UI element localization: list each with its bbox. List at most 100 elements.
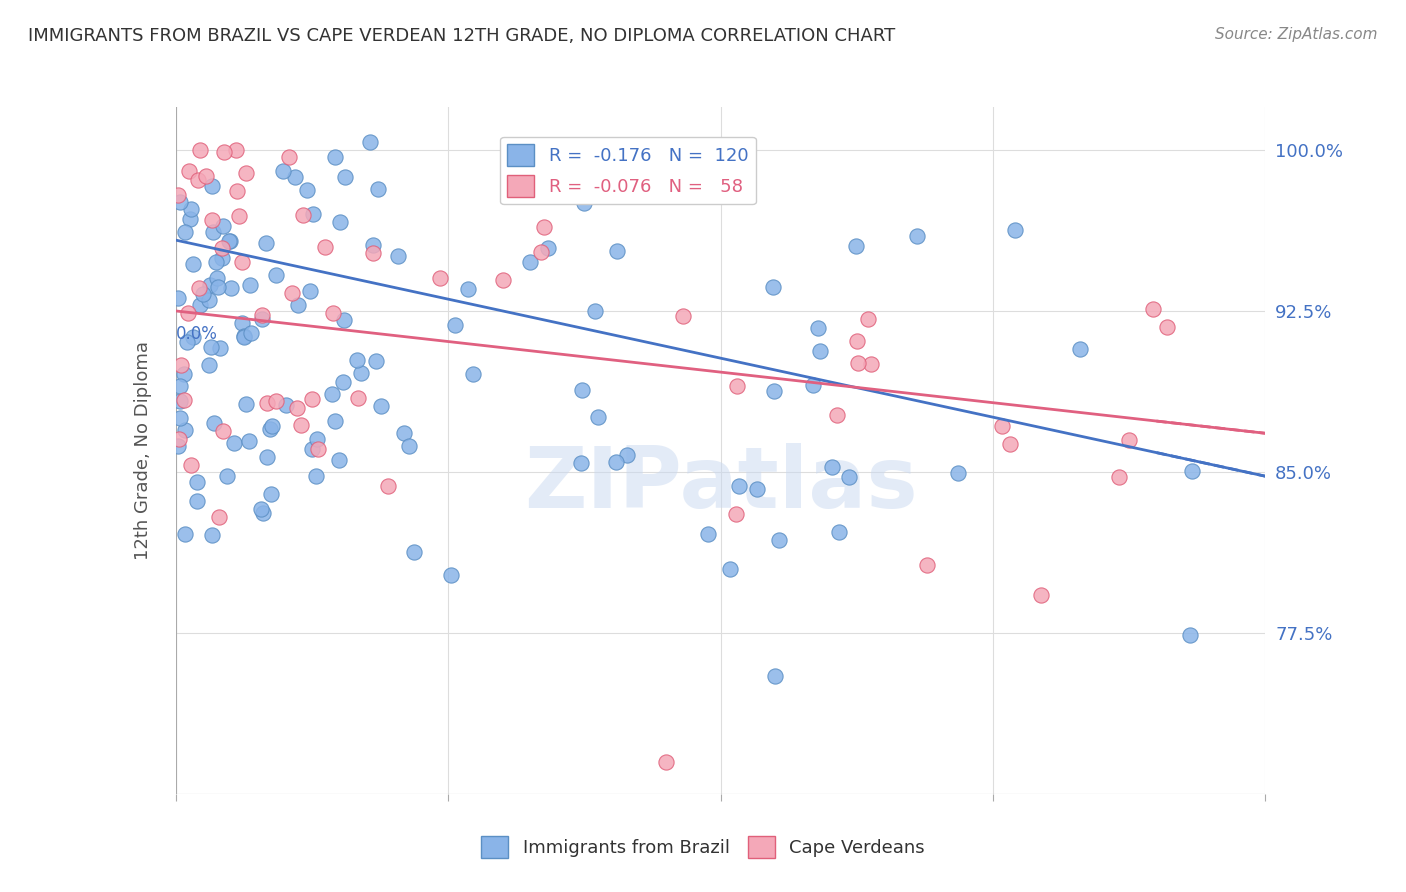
Immigrants from Brazil — [262, 419, 284, 434]
Cape Verdeans — [314, 240, 336, 254]
Cape Verdeans — [347, 391, 370, 405]
Cape Verdeans — [530, 244, 553, 259]
Immigrants from Brazil — [392, 425, 415, 440]
Cape Verdeans — [167, 188, 190, 202]
Immigrants from Brazil — [252, 506, 274, 520]
Cape Verdeans — [291, 208, 314, 222]
Immigrants from Brazil — [169, 379, 191, 393]
Immigrants from Brazil — [335, 169, 357, 184]
Immigrants from Brazil — [167, 291, 190, 305]
Immigrants from Brazil — [173, 527, 195, 541]
Immigrants from Brazil — [366, 354, 388, 368]
Immigrants from Brazil — [329, 215, 352, 229]
Immigrants from Brazil — [205, 271, 228, 285]
Cape Verdeans — [194, 169, 217, 184]
Immigrants from Brazil — [307, 432, 329, 446]
Cape Verdeans — [278, 150, 301, 164]
Immigrants from Brazil — [188, 298, 211, 312]
Immigrants from Brazil — [801, 378, 824, 392]
Immigrants from Brazil — [201, 179, 224, 194]
Immigrants from Brazil — [845, 238, 868, 252]
Cape Verdeans — [228, 209, 250, 223]
Cape Verdeans — [235, 165, 257, 179]
Immigrants from Brazil — [718, 562, 741, 576]
Cape Verdeans — [231, 254, 253, 268]
Immigrants from Brazil — [201, 528, 224, 542]
Cape Verdeans — [290, 417, 312, 432]
Legend: Immigrants from Brazil, Cape Verdeans: Immigrants from Brazil, Cape Verdeans — [474, 829, 932, 865]
Immigrants from Brazil — [239, 278, 262, 293]
Immigrants from Brazil — [254, 235, 277, 250]
Immigrants from Brazil — [440, 567, 463, 582]
Immigrants from Brazil — [169, 410, 191, 425]
Immigrants from Brazil — [728, 479, 751, 493]
Immigrants from Brazil — [284, 169, 307, 184]
Immigrants from Brazil — [605, 455, 627, 469]
Immigrants from Brazil — [202, 416, 225, 430]
Immigrants from Brazil — [807, 321, 830, 335]
Cape Verdeans — [188, 281, 211, 295]
Immigrants from Brazil — [323, 414, 346, 428]
Cape Verdeans — [825, 408, 848, 422]
Cape Verdeans — [225, 143, 247, 157]
Immigrants from Brazil — [762, 384, 785, 399]
Cape Verdeans — [1142, 301, 1164, 316]
Cape Verdeans — [201, 213, 224, 227]
Cape Verdeans — [724, 508, 747, 522]
Immigrants from Brazil — [305, 469, 328, 483]
Cape Verdeans — [256, 396, 278, 410]
Immigrants from Brazil — [325, 150, 347, 164]
Immigrants from Brazil — [616, 448, 638, 462]
Immigrants from Brazil — [212, 219, 235, 233]
Immigrants from Brazil — [252, 312, 274, 326]
Immigrants from Brazil — [198, 278, 221, 293]
Immigrants from Brazil — [202, 225, 225, 239]
Cape Verdeans — [429, 271, 451, 285]
Immigrants from Brazil — [768, 533, 790, 547]
Immigrants from Brazil — [264, 268, 287, 282]
Y-axis label: 12th Grade, No Diploma: 12th Grade, No Diploma — [134, 341, 152, 560]
Immigrants from Brazil — [240, 326, 263, 341]
Immigrants from Brazil — [321, 387, 343, 401]
Immigrants from Brazil — [259, 422, 281, 436]
Immigrants from Brazil — [461, 367, 484, 381]
Immigrants from Brazil — [302, 207, 325, 221]
Immigrants from Brazil — [222, 436, 245, 450]
Immigrants from Brazil — [370, 400, 392, 414]
Cape Verdeans — [180, 458, 202, 472]
Immigrants from Brazil — [176, 335, 198, 350]
Cape Verdeans — [211, 241, 233, 255]
Immigrants from Brazil — [198, 358, 221, 372]
Immigrants from Brazil — [946, 467, 969, 481]
Immigrants from Brazil — [761, 280, 783, 294]
Cape Verdeans — [492, 273, 515, 287]
Immigrants from Brazil — [274, 398, 297, 412]
Immigrants from Brazil — [359, 135, 381, 149]
Immigrants from Brazil — [209, 341, 232, 355]
Cape Verdeans — [1118, 433, 1140, 447]
Immigrants from Brazil — [173, 368, 195, 382]
Cape Verdeans — [1029, 588, 1052, 602]
Cape Verdeans — [301, 392, 323, 406]
Immigrants from Brazil — [169, 194, 191, 209]
Immigrants from Brazil — [564, 182, 586, 196]
Immigrants from Brazil — [205, 254, 228, 268]
Cape Verdeans — [225, 184, 247, 198]
Immigrants from Brazil — [181, 257, 204, 271]
Immigrants from Brazil — [180, 202, 202, 216]
Cape Verdeans — [167, 432, 190, 446]
Immigrants from Brazil — [828, 525, 851, 540]
Immigrants from Brazil — [387, 249, 409, 263]
Immigrants from Brazil — [697, 527, 720, 541]
Immigrants from Brazil — [186, 494, 208, 508]
Cape Verdeans — [307, 442, 329, 456]
Cape Verdeans — [173, 393, 195, 408]
Cape Verdeans — [285, 401, 308, 416]
Immigrants from Brazil — [218, 235, 240, 249]
Immigrants from Brazil — [186, 475, 208, 489]
Immigrants from Brazil — [745, 483, 768, 497]
Text: IMMIGRANTS FROM BRAZIL VS CAPE VERDEAN 12TH GRADE, NO DIPLOMA CORRELATION CHART: IMMIGRANTS FROM BRAZIL VS CAPE VERDEAN 1… — [28, 27, 896, 45]
Immigrants from Brazil — [361, 238, 384, 252]
Immigrants from Brazil — [571, 456, 593, 470]
Cape Verdeans — [917, 558, 939, 572]
